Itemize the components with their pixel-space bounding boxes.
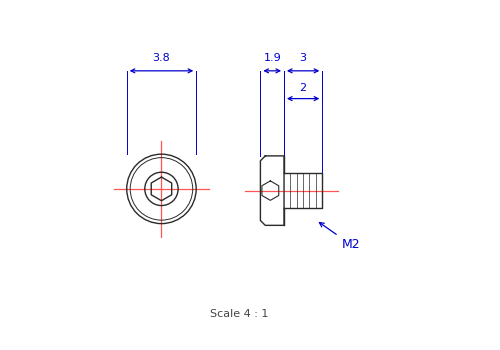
Text: 2: 2 (300, 83, 306, 93)
Text: 1.9: 1.9 (264, 53, 281, 63)
Text: Scale 4 : 1: Scale 4 : 1 (210, 309, 269, 319)
Text: 3.8: 3.8 (152, 53, 170, 63)
Text: 3: 3 (300, 53, 306, 63)
Text: M2: M2 (320, 223, 360, 251)
